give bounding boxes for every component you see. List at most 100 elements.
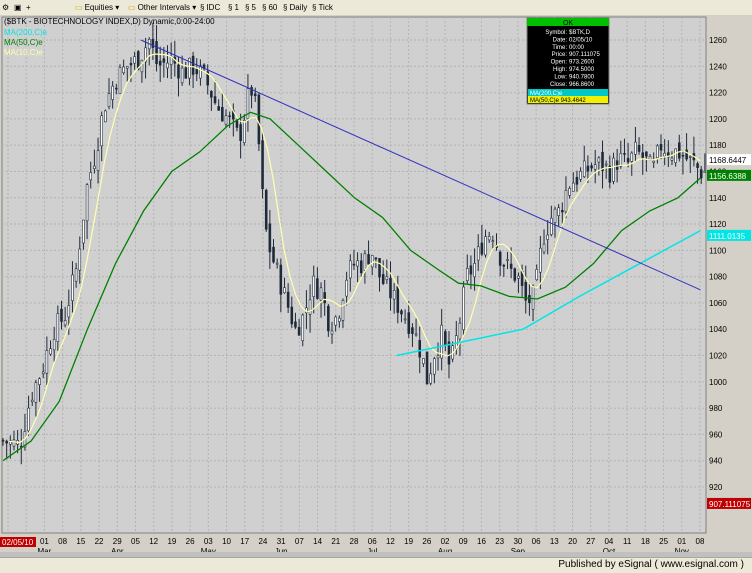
toolbar-i1[interactable]: § 1 [228, 2, 239, 13]
date-tick-label: 11 [623, 537, 632, 546]
date-tick-label: 28 [350, 537, 359, 546]
candle-body [517, 275, 520, 279]
candle-body [140, 59, 144, 73]
price-chart[interactable]: 9209409609801000102010401060108011001120… [0, 15, 752, 552]
candle-body [217, 106, 220, 111]
candle-body [308, 299, 312, 315]
candle-body [484, 236, 487, 256]
interval-icon: § [200, 3, 205, 12]
data-window-label: Symbol: [545, 30, 567, 36]
folder-icon: ▭ [75, 3, 83, 12]
date-tick-label: 03 [204, 537, 213, 546]
toolbar-label: 5 [251, 3, 256, 12]
candle-body [465, 268, 469, 281]
candle-body [513, 268, 517, 281]
candle-body [352, 263, 356, 266]
date-tick-label: 17 [240, 537, 249, 546]
candle-body [184, 67, 188, 79]
candle-body [678, 142, 681, 159]
ma10-line [8, 53, 701, 444]
toolbar-tick[interactable]: § Tick [312, 2, 333, 13]
data-window-value: 973.2600 [569, 60, 595, 66]
candle-body [5, 440, 8, 444]
date-tick-label: 01 [677, 537, 686, 546]
toolbar-i60[interactable]: § 60 [262, 2, 277, 13]
toolbar-lock[interactable]: ▣ [14, 2, 24, 13]
candle-body [509, 263, 513, 269]
data-window-value: 966.8600 [569, 82, 595, 88]
candle-body [242, 119, 246, 143]
candle-body [367, 254, 370, 265]
toolbar-wrench[interactable]: ⚙ [2, 2, 11, 13]
candle-body [422, 358, 425, 364]
candle-body [104, 110, 107, 123]
chart-scrollbar[interactable] [0, 552, 752, 557]
candle-body [199, 65, 202, 79]
candle-body [429, 373, 432, 384]
price-tick-label: 1200 [709, 115, 727, 124]
month-label: Jun [275, 547, 288, 552]
status-bar: Published by eSignal ( www.esignal.com ) [0, 557, 752, 573]
candle-body [656, 145, 659, 158]
candle-body [370, 255, 374, 268]
candle-body [359, 260, 363, 274]
interval-icon: § [262, 3, 267, 12]
candle-body [699, 169, 703, 179]
date-tick-label: 06 [532, 537, 541, 546]
date-tick-label: 20 [568, 537, 577, 546]
candle-body [210, 90, 213, 98]
data-window-ma50-row [528, 96, 608, 103]
date-tick-label: 23 [495, 537, 504, 546]
price-tick-label: 920 [709, 483, 723, 492]
candle-body [60, 308, 63, 322]
candle-body [9, 440, 12, 445]
candle-body [553, 208, 557, 223]
trendline[interactable] [140, 39, 701, 291]
candle-body [550, 217, 553, 235]
candle-body [12, 439, 16, 447]
candle-body [166, 62, 169, 69]
toolbar-equities[interactable]: ▭ Equities ▾ [75, 2, 119, 13]
candle-body [403, 318, 407, 321]
candle-body [144, 47, 147, 63]
candle-body [612, 157, 615, 182]
data-window-label: Low: [554, 74, 567, 80]
toolbar-other-intervals[interactable]: ▭ Other Intervals ▾ [128, 2, 196, 13]
candle-body [546, 234, 549, 240]
candle-body [491, 240, 495, 243]
toolbar-daily[interactable]: § Daily [283, 2, 307, 13]
candle-body [400, 310, 403, 315]
date-tick-label: 18 [641, 537, 650, 546]
candle-body [286, 291, 290, 308]
price-tick-label: 940 [709, 457, 723, 466]
candle-body [294, 321, 297, 328]
candle-body [74, 268, 78, 282]
candle-body [469, 265, 473, 275]
candle-body [586, 165, 590, 172]
candle-body [407, 312, 411, 334]
toolbar-plus[interactable]: + [26, 2, 33, 13]
interval-icon: § [228, 3, 233, 12]
candle-body [634, 141, 637, 155]
toolbar-i5[interactable]: § 5 [245, 2, 256, 13]
price-tick-label: 1060 [709, 299, 727, 308]
candle-body [162, 58, 166, 63]
candle-body [506, 259, 509, 261]
candle-body [392, 290, 396, 300]
candle-body [272, 246, 275, 263]
candle-body [381, 274, 385, 284]
candle-body [151, 39, 155, 48]
date-tick-label: 12 [386, 537, 395, 546]
candle-body [213, 96, 217, 104]
price-tick-label: 1120 [709, 220, 727, 229]
candle-body [623, 153, 626, 155]
candle-body [341, 299, 345, 321]
price-tick-label: 1240 [709, 62, 727, 71]
ma200-line [396, 229, 701, 357]
candle-body [571, 182, 575, 192]
candle-body [597, 157, 601, 163]
candle-body [319, 287, 323, 301]
candle-body [688, 156, 692, 158]
toolbar-idc[interactable]: § IDC [200, 2, 220, 13]
date-tick-label: 19 [404, 537, 413, 546]
